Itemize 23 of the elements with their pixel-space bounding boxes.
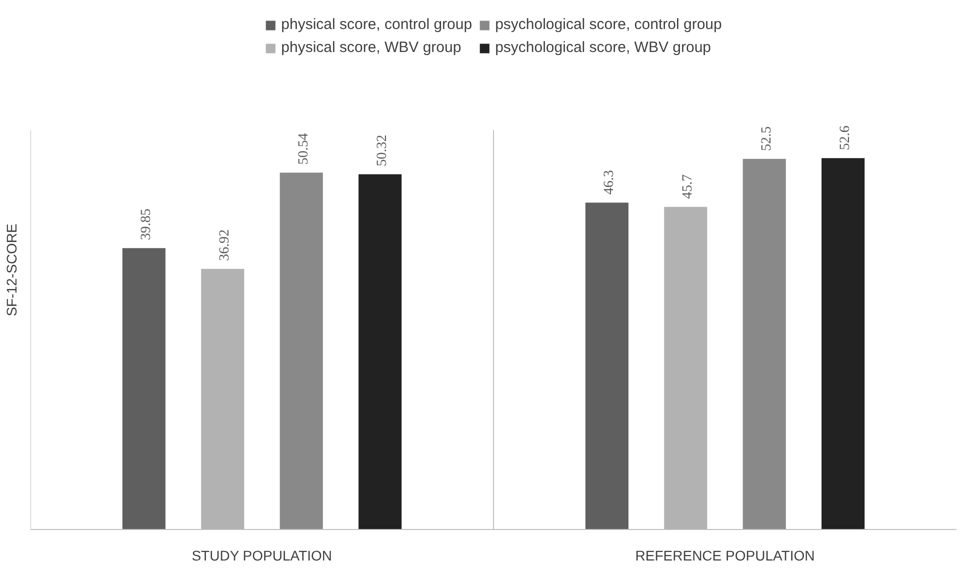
data-label: 36.92 (218, 229, 233, 261)
bar (742, 158, 786, 530)
data-label: 52.6 (838, 126, 854, 150)
y-axis-title: SF-12-SCORE (4, 224, 20, 316)
bar (822, 158, 865, 530)
bar (358, 174, 402, 530)
bar (664, 206, 708, 530)
data-label: 39.85 (138, 208, 154, 240)
bar (201, 268, 244, 530)
bar (585, 202, 628, 530)
x-tick-label: STUDY POPULATION (192, 548, 332, 564)
x-tick-label: REFERENCE POPULATION (635, 548, 815, 564)
legend-label: physical score, control group (281, 16, 472, 33)
data-label: 50.54 (296, 133, 312, 165)
data-label: 50.32 (375, 134, 390, 166)
legend-label: physical score, WBV group (281, 39, 462, 56)
bar (122, 248, 166, 530)
bar (280, 172, 323, 530)
legend-label: psychological score, control group (495, 16, 722, 33)
data-label: 46.3 (602, 170, 617, 195)
data-label: 45.7 (680, 174, 696, 199)
legend-label: psychological score, WBV group (495, 39, 712, 56)
data-label: 52.5 (759, 126, 774, 151)
